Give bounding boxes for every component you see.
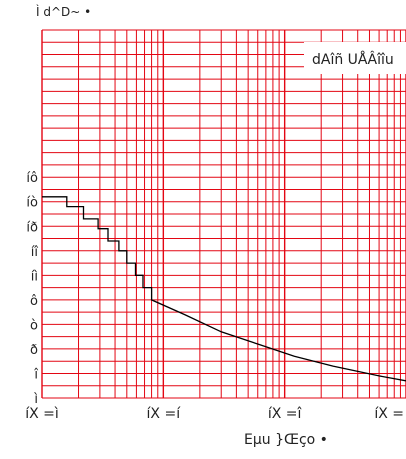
x-tick-labels: íX =ì íX =í íX =î íX =: [25, 406, 404, 422]
y-tick-label: íð: [26, 220, 38, 235]
grid: [41, 29, 406, 399]
x-tick-label: íX =: [374, 406, 404, 422]
x-tick-label: íX =î: [268, 406, 303, 422]
x-axis-label: Eµu }Œçο •: [244, 432, 328, 448]
y-tick-label: ò: [30, 318, 38, 333]
y-tick-label: íì: [31, 269, 38, 284]
legend-box: [304, 42, 406, 74]
y-tick-label: î: [33, 367, 38, 382]
legend-label: dAîñ UÅÂîîu: [312, 50, 394, 68]
y-tick-label: ô: [30, 294, 38, 309]
y-tick-label: íô: [26, 171, 38, 186]
y-tick-label: íî: [31, 245, 39, 260]
series-group: [42, 196, 406, 382]
x-tick-label: íX =í: [147, 406, 182, 422]
y-tick-label: íò: [26, 196, 38, 211]
y-tick-label: ì: [33, 392, 38, 407]
x-tick-label: íX =ì: [25, 406, 59, 422]
y-axis-label: Ì d^D~ •: [36, 4, 91, 19]
series-line: [42, 196, 406, 382]
y-tick-label: ð: [30, 343, 38, 358]
